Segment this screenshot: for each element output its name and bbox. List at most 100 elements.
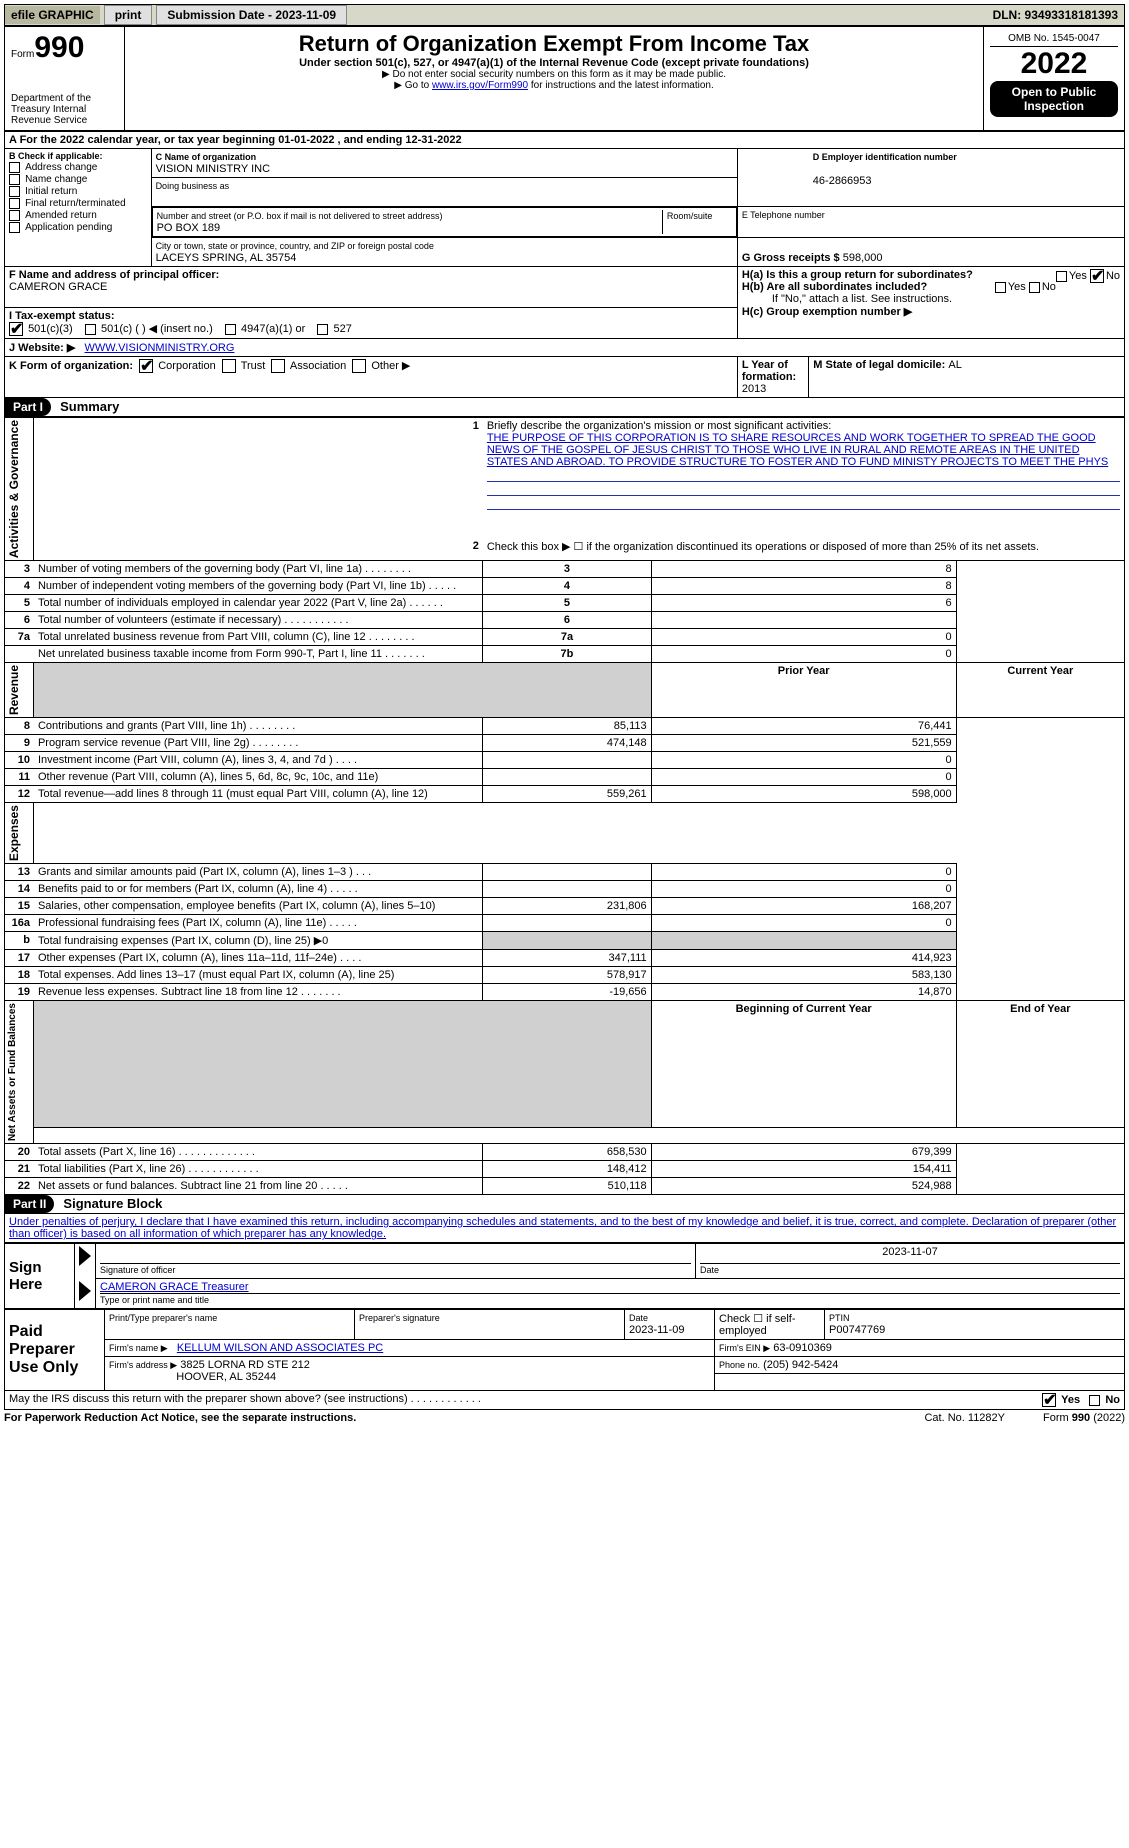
part2-title: Signature Block xyxy=(57,1196,162,1211)
current-value: 0 xyxy=(651,769,956,786)
firm-addr1: 3825 LORNA RD STE 212 xyxy=(180,1359,310,1371)
b-opt-checkbox[interactable] xyxy=(9,162,20,173)
dept-label: Department of the Treasury Internal Reve… xyxy=(11,93,118,126)
hb-yes-checkbox[interactable] xyxy=(995,282,1006,293)
line-text: Number of voting members of the governin… xyxy=(34,561,483,578)
addr-label: Number and street (or P.O. box if mail i… xyxy=(157,211,443,221)
prior-value xyxy=(483,769,651,786)
firm-phone-label: Phone no. xyxy=(719,1360,760,1370)
line-text: Total number of volunteers (estimate if … xyxy=(34,612,483,629)
line-box: 7a xyxy=(483,629,651,646)
i-4947-checkbox[interactable] xyxy=(225,324,236,335)
i-label: I Tax-exempt status: xyxy=(9,310,115,322)
h-ifno: If "No," attach a list. See instructions… xyxy=(742,293,1120,305)
line-box: 7b xyxy=(483,646,651,663)
part1-table: Activities & Governance 1 Briefly descri… xyxy=(4,417,1125,1195)
city-value: LACEYS SPRING, AL 35754 xyxy=(156,252,297,264)
b-opt-checkbox[interactable] xyxy=(9,186,20,197)
i-501c3-checkbox[interactable] xyxy=(9,322,23,336)
b-opt-checkbox[interactable] xyxy=(9,210,20,221)
current-value xyxy=(651,932,956,950)
hb-label: H(b) Are all subordinates included? xyxy=(742,281,927,293)
officer-name[interactable]: CAMERON GRACE Treasurer xyxy=(100,1281,249,1293)
current-value: 521,559 xyxy=(651,735,956,752)
current-value: 14,870 xyxy=(651,984,956,1001)
form-subtitle: Under section 501(c), 527, or 4947(a)(1)… xyxy=(131,57,977,69)
i-501c-label: 501(c) ( ) ◀ (insert no.) xyxy=(101,323,213,335)
prior-value: 474,148 xyxy=(483,735,651,752)
prep-date-value: 2023-11-09 xyxy=(629,1324,684,1336)
may-irs-no-checkbox[interactable] xyxy=(1089,1395,1100,1406)
firm-addr-label: Firm's address ▶ xyxy=(109,1360,177,1370)
ha-yes-checkbox[interactable] xyxy=(1056,271,1067,282)
g-value: 598,000 xyxy=(843,252,883,264)
hb-no-checkbox[interactable] xyxy=(1029,282,1040,293)
prior-value xyxy=(483,932,651,950)
prior-value xyxy=(483,915,651,932)
open-inspection: Open to Public Inspection xyxy=(990,81,1118,117)
firm-name[interactable]: KELLUM WILSON AND ASSOCIATES PC xyxy=(177,1342,383,1354)
arrow-icon xyxy=(79,1246,91,1266)
line-value: 0 xyxy=(651,629,956,646)
current-value: 598,000 xyxy=(651,786,956,803)
line-box: 6 xyxy=(483,612,651,629)
note-goto-pre: ▶ Go to xyxy=(394,80,432,91)
f-label: F Name and address of principal officer: xyxy=(9,269,219,281)
line-text: Net assets or fund balances. Subtract li… xyxy=(34,1178,483,1195)
line1-label: Briefly describe the organization's miss… xyxy=(487,420,831,432)
org-name: VISION MINISTRY INC xyxy=(156,163,271,175)
cat-no: Cat. No. 11282Y xyxy=(924,1412,1005,1424)
b-opt-checkbox[interactable] xyxy=(9,174,20,185)
line-text: Net unrelated business taxable income fr… xyxy=(34,646,483,663)
line-text: Investment income (Part VIII, column (A)… xyxy=(34,752,483,769)
k-opt-checkbox[interactable] xyxy=(139,359,153,373)
prep-sig-label: Preparer's signature xyxy=(359,1313,440,1323)
may-irs-yes-checkbox[interactable] xyxy=(1042,1393,1056,1407)
line-value: 8 xyxy=(651,561,956,578)
line-value: 8 xyxy=(651,578,956,595)
current-value: 524,988 xyxy=(651,1178,956,1195)
section-a-table: A For the 2022 calendar year, or tax yea… xyxy=(4,131,1125,398)
ha-no-checkbox[interactable] xyxy=(1090,269,1104,283)
i-501c-checkbox[interactable] xyxy=(85,324,96,335)
arrow-icon-2 xyxy=(79,1281,91,1301)
tax-year: 2022 xyxy=(990,47,1118,81)
i-527-checkbox[interactable] xyxy=(317,324,328,335)
submission-date-button[interactable]: Submission Date - 2023-11-09 xyxy=(156,5,347,25)
no-label-3: No xyxy=(1105,1394,1120,1406)
k-opt-checkbox[interactable] xyxy=(222,359,236,373)
mission-text[interactable]: THE PURPOSE OF THIS CORPORATION IS TO SH… xyxy=(487,432,1108,468)
current-value: 583,130 xyxy=(651,967,956,984)
current-value: 154,411 xyxy=(651,1161,956,1178)
topbar: efile GRAPHIC print Submission Date - 20… xyxy=(4,4,1125,26)
may-irs-text: May the IRS discuss this return with the… xyxy=(9,1393,481,1405)
irs-link[interactable]: www.irs.gov/Form990 xyxy=(432,80,528,91)
j-label: J Website: ▶ xyxy=(9,342,75,354)
ptin-label: PTIN xyxy=(829,1313,850,1323)
line-value: 6 xyxy=(651,595,956,612)
ha-label: H(a) Is this a group return for subordin… xyxy=(742,269,973,281)
declaration-text[interactable]: Under penalties of perjury, I declare th… xyxy=(9,1216,1116,1240)
website-link[interactable]: WWW.VISIONMINISTRY.ORG xyxy=(85,342,235,354)
yes-label: Yes xyxy=(1069,270,1087,282)
signature-table: Sign Here Signature of officer 2023-11-0… xyxy=(4,1243,1125,1309)
b-opt-label: Name change xyxy=(25,174,87,185)
b-opt-checkbox[interactable] xyxy=(9,222,20,233)
b-opt-checkbox[interactable] xyxy=(9,198,20,209)
ptin-value: P00747769 xyxy=(829,1324,885,1336)
prior-value: 559,261 xyxy=(483,786,651,803)
b-label: B Check if applicable: xyxy=(9,151,147,161)
k-label: K Form of organization: xyxy=(9,360,133,372)
form-number: 990 xyxy=(34,31,84,64)
yes-label-3: Yes xyxy=(1061,1394,1080,1406)
form-title: Return of Organization Exempt From Incom… xyxy=(131,31,977,57)
k-opt-checkbox[interactable] xyxy=(271,359,285,373)
k-opt-checkbox[interactable] xyxy=(352,359,366,373)
l-value: 2013 xyxy=(742,383,766,395)
prior-value: 347,111 xyxy=(483,950,651,967)
no-label-2: No xyxy=(1042,281,1056,293)
addr-value: PO BOX 189 xyxy=(157,222,221,234)
print-button[interactable]: print xyxy=(104,5,153,25)
b-opt-label: Address change xyxy=(25,162,97,173)
f-value: CAMERON GRACE xyxy=(9,281,107,293)
